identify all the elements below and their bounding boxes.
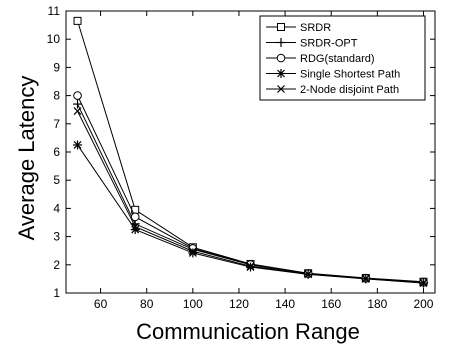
data-point [188,247,197,256]
legend-marker [276,53,286,63]
series-layer [73,16,428,288]
y-tick-label: 4 [53,201,60,215]
legend-marker [276,69,286,78]
y-tick-label: 11 [48,4,61,18]
legend-item: 2-Node disjoint Path [266,84,399,96]
y-tick-label: 9 [53,60,60,74]
legend: SRDR SRDR-OPT RDG(standard) Single Shortest… [259,15,426,101]
data-point [73,99,83,109]
x-tick-label: 140 [275,297,295,311]
data-point [130,212,140,222]
y-tick-label: 5 [53,173,60,187]
data-point [188,248,198,258]
y-tick-label: 1 [53,286,60,300]
y-axis-ticks: 1 2 3 4 5 6 7 8 9 10 11 [47,4,435,300]
legend-label: RDG(standard) [300,53,375,65]
legend-item: SRDR [266,22,331,34]
data-point [246,262,255,271]
data-point [304,270,313,279]
legend-item: RDG(standard) [266,53,375,65]
data-point [361,274,370,283]
y-tick-label: 6 [53,145,60,159]
x-tick-label: 160 [321,297,341,311]
legend-marker [277,85,285,93]
series-5 [73,107,428,287]
legend-marker [276,38,286,47]
data-point [131,222,140,231]
legend-marker [277,23,285,31]
legend-label: Single Shortest Path [300,69,400,81]
legend-label: 2-Node disjoint Path [300,84,399,96]
y-tick-label: 8 [53,89,60,103]
y-tick-label: 7 [53,117,60,131]
data-point [73,140,83,150]
legend-items: SRDR SRDR-OPT RDG(standard) Single Shortest… [266,22,400,96]
y-tick-label: 3 [53,230,60,244]
data-point [73,107,82,116]
x-tick-label: 100 [183,297,203,311]
x-tick-label: 60 [94,297,108,311]
legend-label: SRDR-OPT [300,38,358,50]
legend-item: SRDR-OPT [266,38,358,50]
x-axis-title: Communication Range [136,319,360,344]
y-tick-label: 2 [53,258,60,272]
data-point [73,91,82,100]
x-axis-ticks: 60 80 100 120 140 160 180 200 [94,11,434,311]
legend-label: SRDR [300,22,331,34]
legend-item: Single Shortest Path [266,69,400,81]
x-tick-label: 120 [229,297,249,311]
data-point [73,16,82,25]
y-axis-title: Average Latency [14,76,39,241]
x-tick-label: 80 [140,297,154,311]
x-tick-label: 180 [367,297,387,311]
data-point [419,278,428,287]
x-tick-label: 200 [413,297,433,311]
y-tick-label: 10 [47,32,61,46]
